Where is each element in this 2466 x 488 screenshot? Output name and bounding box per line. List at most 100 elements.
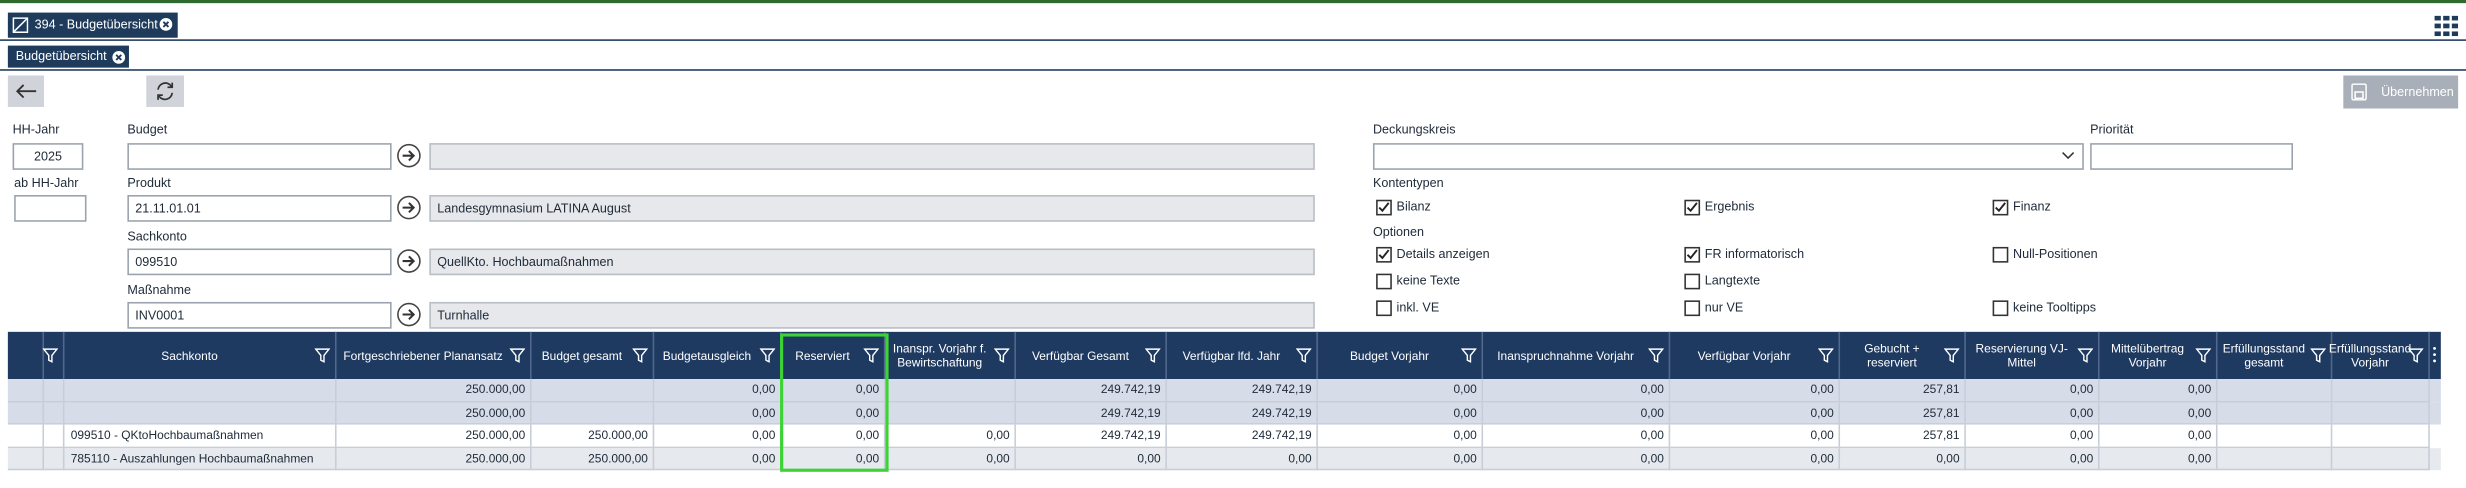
table-cell: 0,00 bbox=[1670, 424, 1841, 448]
input-field[interactable]: 21.11.01.01 bbox=[127, 195, 392, 222]
filter-icon[interactable] bbox=[2195, 348, 2212, 364]
column-header[interactable]: Verfügbar lfd. Jahr bbox=[1182, 348, 1281, 363]
column-header[interactable]: Budgetausgleich bbox=[662, 348, 752, 363]
divider bbox=[0, 39, 2466, 41]
column-header[interactable]: Inanspruchnahme Vorjahr bbox=[1497, 348, 1635, 363]
top-accent bbox=[0, 0, 2466, 4]
table-cell: 0,00 bbox=[1965, 401, 2100, 425]
checkbox-label: Bilanz bbox=[1396, 199, 1431, 214]
filter-icon[interactable] bbox=[509, 348, 526, 364]
column-header[interactable]: Fortgeschriebener Planansatz bbox=[343, 348, 503, 363]
go-button[interactable] bbox=[396, 143, 421, 168]
table-cell: 0,00 bbox=[1317, 447, 1484, 471]
header-separator bbox=[1964, 331, 1966, 380]
apply-button[interactable]: Übernehmen bbox=[2343, 75, 2459, 109]
table-cell: 0,00 bbox=[1317, 401, 1484, 425]
field-label: Kontentypen bbox=[1372, 176, 1444, 191]
table-cell bbox=[7, 379, 45, 402]
go-button[interactable] bbox=[396, 248, 421, 273]
subtab[interactable]: Budgetübersicht bbox=[7, 45, 129, 68]
table-cell: 0,00 bbox=[654, 379, 782, 402]
table-cell: 0,00 bbox=[1965, 379, 2100, 402]
checkbox-label: Langtexte bbox=[1704, 273, 1761, 288]
go-button[interactable] bbox=[396, 195, 421, 220]
filter-icon[interactable] bbox=[1647, 348, 1665, 364]
column-header[interactable]: Budget gesamt bbox=[541, 348, 623, 363]
column-header[interactable]: Reservierung VJ-Mittel bbox=[1975, 341, 2068, 370]
table-cell: 0,00 bbox=[1015, 447, 1167, 471]
column-header[interactable]: Sachkonto bbox=[161, 348, 218, 363]
table-cell: 0,00 bbox=[1317, 379, 1484, 402]
back-button[interactable] bbox=[7, 75, 45, 107]
filter-icon[interactable] bbox=[632, 348, 649, 364]
filter-icon[interactable] bbox=[1460, 348, 1477, 364]
table-row[interactable] bbox=[7, 379, 2441, 402]
input-field[interactable] bbox=[1372, 143, 2084, 170]
header-separator bbox=[1668, 331, 1671, 380]
field-label: Sachkonto bbox=[127, 229, 187, 244]
filter-icon[interactable] bbox=[1144, 348, 1161, 364]
field-label: HH-Jahr bbox=[12, 122, 60, 137]
checkbox-label: Ergebnis bbox=[1704, 199, 1755, 214]
input-field[interactable] bbox=[2090, 143, 2293, 170]
app-grid[interactable] bbox=[2434, 15, 2459, 40]
input-field[interactable] bbox=[14, 195, 87, 222]
refresh-button[interactable] bbox=[146, 75, 185, 107]
column-header[interactable]: Verfügbar Vorjahr bbox=[1697, 348, 1791, 363]
tab-icon bbox=[12, 17, 29, 36]
checkbox-label: Details anzeigen bbox=[1396, 246, 1490, 262]
column-header[interactable]: Gebucht + reserviert bbox=[1864, 341, 1920, 370]
column-header[interactable]: Erfüllungsstand gesamt bbox=[2222, 341, 2306, 370]
filter-icon[interactable] bbox=[2407, 348, 2424, 364]
column-header[interactable]: Reserviert bbox=[795, 348, 850, 363]
table-cell: 785110 - Auszahlungen Hochbaumaßnahmen bbox=[64, 447, 337, 471]
table-cell bbox=[885, 379, 1016, 402]
column-header[interactable]: Verfügbar Gesamt bbox=[1031, 348, 1129, 363]
checkbox-label: nur VE bbox=[1704, 300, 1744, 315]
column-header[interactable]: Inanspr. Vorjahr f. Bewirtschaftung bbox=[892, 341, 987, 370]
table-cell: 0,00 bbox=[2099, 401, 2218, 425]
filter-icon[interactable] bbox=[863, 348, 880, 364]
table-cell: 249.742,19 bbox=[1015, 379, 1167, 402]
filter-icon[interactable] bbox=[1943, 348, 1960, 364]
filter-icon[interactable] bbox=[759, 348, 776, 364]
column-header[interactable]: Budget Vorjahr bbox=[1349, 348, 1429, 363]
filter-icon[interactable] bbox=[2310, 348, 2327, 364]
filter-icon[interactable] bbox=[1295, 348, 1312, 364]
filter-icon[interactable] bbox=[993, 348, 1010, 364]
table-row[interactable] bbox=[7, 447, 2441, 471]
input-field[interactable]: 099510 bbox=[127, 248, 392, 276]
filter-icon[interactable] bbox=[2077, 348, 2094, 364]
header-separator bbox=[42, 331, 45, 380]
table-cell bbox=[885, 401, 1016, 425]
table-cell bbox=[2332, 401, 2430, 425]
table-cell: 257,81 bbox=[1840, 424, 1966, 448]
input-field[interactable] bbox=[127, 143, 392, 170]
filter-icon[interactable] bbox=[42, 348, 59, 364]
column-header[interactable]: Erfüllungsstand Vorjahr bbox=[2328, 341, 2412, 370]
table-row[interactable] bbox=[7, 424, 2441, 448]
input-field[interactable]: INV0001 bbox=[127, 301, 392, 329]
table-cell: 249.742,19 bbox=[1015, 424, 1167, 448]
subtab-close[interactable] bbox=[112, 50, 126, 64]
tab[interactable]: 394 - Budgetübersicht bbox=[7, 12, 178, 38]
table-cell: 257,81 bbox=[1840, 401, 1966, 425]
table-cell: 0,00 bbox=[2099, 424, 2218, 448]
checkbox-box bbox=[1684, 246, 1701, 263]
checkbox-box bbox=[1376, 199, 1392, 216]
table-cell bbox=[531, 379, 655, 402]
header-separator bbox=[2215, 331, 2218, 380]
input-field[interactable]: 2025 bbox=[12, 143, 84, 170]
tab-close[interactable] bbox=[159, 17, 173, 31]
table-cell bbox=[64, 401, 337, 425]
filter-icon[interactable] bbox=[1817, 348, 1834, 364]
column-menu[interactable] bbox=[2431, 346, 2437, 363]
table-cell bbox=[7, 424, 45, 448]
apply-icon bbox=[2351, 83, 2367, 101]
filter-icon[interactable] bbox=[314, 348, 331, 364]
table-cell: 0,00 bbox=[781, 424, 886, 448]
column-header[interactable]: Mittelübertrag Vorjahr bbox=[2111, 341, 2185, 370]
go-button[interactable] bbox=[396, 302, 421, 327]
table-row[interactable] bbox=[7, 401, 2441, 425]
table-cell: 0,00 bbox=[1483, 447, 1671, 471]
